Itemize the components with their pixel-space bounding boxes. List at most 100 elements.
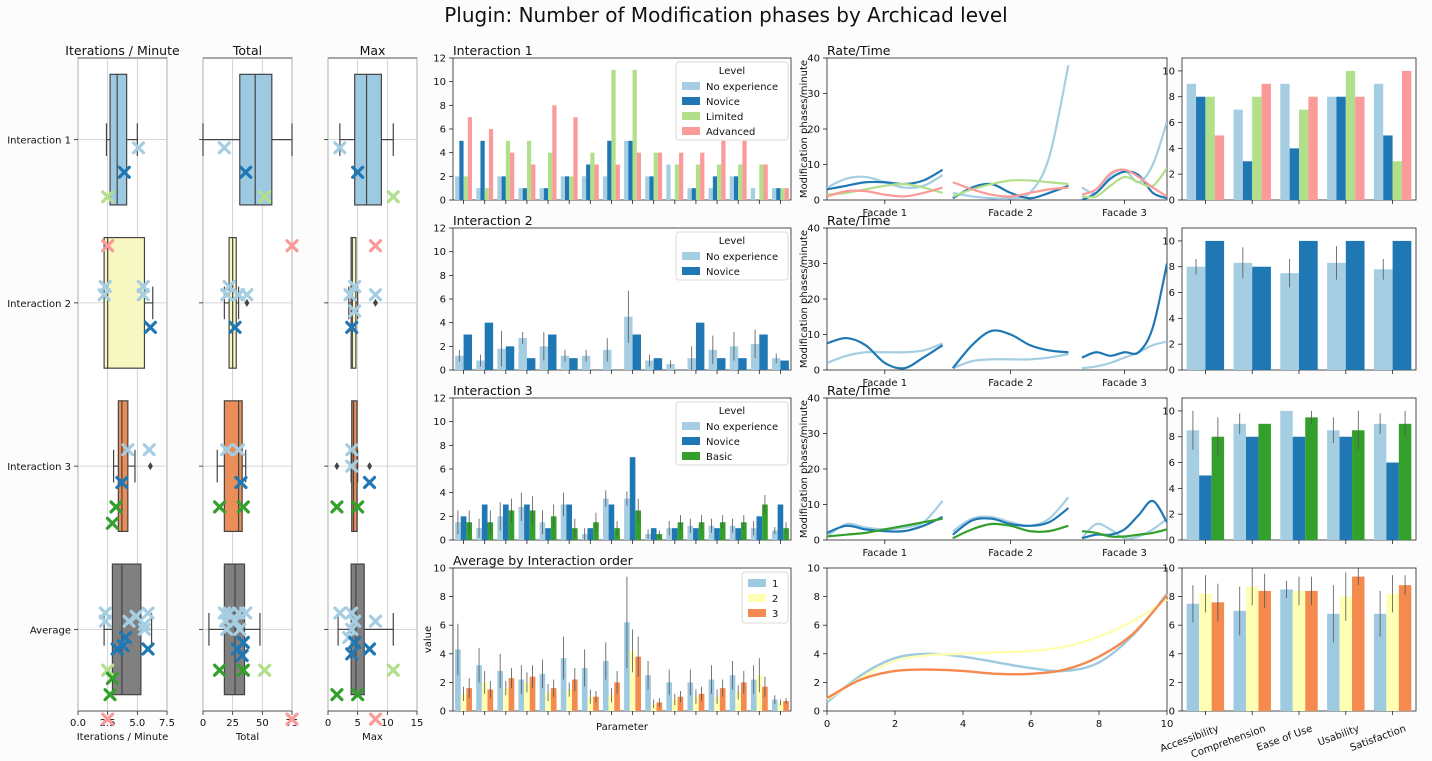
series-line [952,496,1070,533]
scatter-point [101,190,115,204]
y-tick-label: 2 [1169,510,1175,521]
series-line [826,594,1168,700]
y-tick-label: 10 [1162,66,1175,77]
bar [1345,240,1365,370]
bar [1196,96,1206,200]
scatter-point [330,688,344,702]
bar [650,528,657,540]
series-line [827,517,943,538]
bar [1186,83,1197,200]
axes-frame [826,227,1168,371]
bar [719,688,726,711]
y-tick-label: 8 [1169,432,1175,443]
series-line [1081,168,1167,198]
y-tick-label: 0 [1169,196,1175,207]
bar [1327,613,1340,711]
x-tick-label: Facade 3 [1102,548,1147,559]
bar [784,188,789,200]
series-line [1081,263,1167,359]
bar [587,528,594,540]
bar [780,188,785,200]
y-tick-label: 8 [814,592,820,603]
y-tick-label: 20 [807,295,820,306]
axes-frame [826,57,1168,201]
bar [1280,83,1290,200]
legend-title: Level [719,406,745,417]
legend-label: Advanced [706,127,755,138]
series-line [952,522,1069,540]
bar [1386,462,1399,540]
y-tick-label: 30 [807,259,820,270]
y-tick-label: 8 [440,271,446,282]
y-tick-label: 4 [1169,144,1175,155]
bar [564,176,570,200]
scatter-point [220,622,234,636]
bar [1355,96,1365,200]
bar [550,688,557,711]
bar [572,679,578,711]
y-tick-label: 2 [440,512,446,523]
x-tick-label: 10 [1161,719,1174,730]
series-line [952,507,1070,536]
bar [698,693,705,711]
y-tick-label: 10 [807,160,820,171]
bar [759,164,764,200]
bar [1299,240,1318,370]
bar [501,176,506,200]
y-axis-label: Modification phases/minute [799,400,810,538]
bar [729,176,734,200]
bar [1211,436,1225,540]
y-tick-label: 8 [440,592,446,603]
scatter-point [239,165,253,179]
barchart-bar_i2: 0 2 4 6 8 10 12 Interaction 2 Level No experience… [433,213,792,377]
axes-title: Rate/Time [827,43,891,58]
bar [666,682,672,711]
y-tick-label: 10 [433,417,446,428]
bar [674,164,680,200]
y-tick-label: 0 [1169,536,1175,547]
bar [1292,436,1306,540]
y-tick-label: 8 [1169,92,1175,103]
bar [548,334,557,370]
bar [524,504,530,540]
series-line [952,352,1069,370]
bar [777,504,784,540]
x-tick-label: 10 [381,718,394,729]
series-line [827,186,943,198]
bar [677,522,684,540]
x-tick-label: 8 [1096,719,1102,730]
bar [614,682,620,711]
scatter-point [137,622,152,636]
y-tick-label: Interaction 3 [7,462,71,473]
y-tick-label: 10 [433,564,446,575]
scatter-point [101,239,115,253]
y-tick-label: 4 [1169,484,1175,495]
bar [1258,590,1271,711]
x-tick-label: Facade 3 [1102,208,1147,219]
bar [735,692,742,711]
bar [1398,423,1412,540]
x-tick-label: 7.5 [159,718,175,729]
legend-box [675,401,789,466]
bar [1280,410,1293,540]
series-line [827,336,944,370]
axes-title: Interaction 1 [453,43,533,58]
bar [1339,596,1353,711]
barchart-sat_i1: 0 2 4 6 8 10 [1162,57,1417,207]
scatter-point [258,190,272,204]
bar [624,316,633,370]
y-tick-label: 12 [433,54,446,65]
y-tick-label: 8 [440,101,446,112]
bar [481,504,488,540]
bar [1398,585,1412,711]
legend-label: 3 [772,609,778,620]
bar [742,140,747,200]
legend-box [675,61,789,141]
bar [510,152,515,200]
y-tick-label: 0 [814,536,820,547]
scatter-point [101,712,115,726]
bar [698,522,705,540]
bar [539,188,544,200]
y-tick-label: 4 [1169,649,1175,660]
bar [666,164,671,200]
